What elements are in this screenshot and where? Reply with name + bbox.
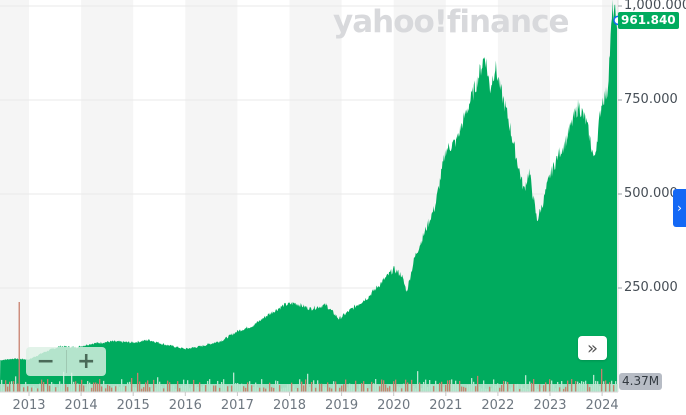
x-axis-label: 2020	[377, 398, 411, 413]
y-axis-label: 1,000.000	[624, 0, 686, 13]
x-axis-label: 2022	[481, 398, 515, 413]
y-axis-ticks	[617, 0, 622, 392]
zoom-divider	[65, 350, 67, 373]
zoom-controls: − +	[26, 347, 106, 376]
double-chevron-right-icon: »	[586, 337, 598, 359]
x-axis-label: 2013	[12, 398, 46, 413]
x-axis-label: 2018	[272, 398, 307, 413]
x-axis-label: 2014	[64, 398, 98, 413]
y-axis-label: 500.000	[624, 186, 678, 201]
current-price-badge: 961.840	[618, 12, 679, 29]
x-axis-label: 2015	[116, 398, 150, 413]
plus-icon: +	[77, 349, 96, 374]
chevron-right-icon: ›	[677, 201, 682, 215]
minus-icon: −	[36, 349, 55, 374]
x-axis-label: 2023	[533, 398, 567, 413]
price-area	[0, 0, 618, 392]
volume-bars	[0, 302, 619, 392]
jump-to-latest-button[interactable]: »	[578, 336, 607, 360]
x-axis-ticks	[0, 391, 618, 396]
x-axis-label: 2019	[325, 398, 359, 413]
y-axis-label: 250.000	[624, 280, 678, 295]
x-axis-label: 2024	[585, 398, 619, 413]
zoom-out-button[interactable]: −	[26, 347, 66, 376]
current-volume-badge: 4.37M	[619, 373, 663, 390]
x-axis-label: 2016	[168, 398, 202, 413]
side-panel-toggle[interactable]: ›	[673, 189, 686, 227]
y-axis-label: 750.000	[624, 92, 678, 107]
zoom-in-button[interactable]: +	[67, 347, 107, 376]
x-axis-label: 2021	[429, 398, 463, 413]
x-axis-label: 2017	[220, 398, 254, 413]
